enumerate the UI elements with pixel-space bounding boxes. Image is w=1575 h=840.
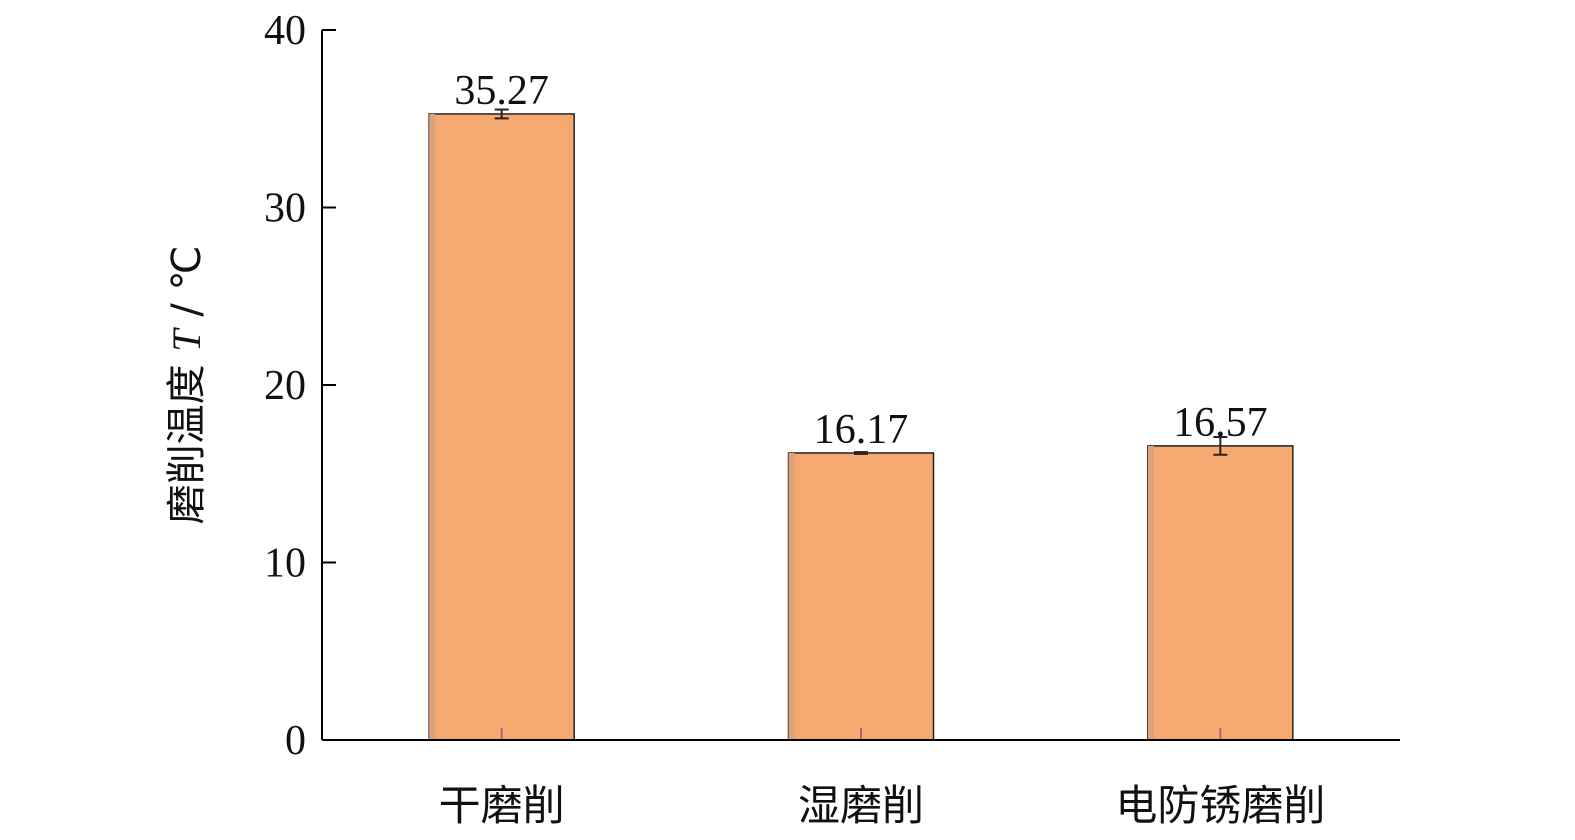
plot-area: 35.27 16.17 16.57 — [428, 68, 1294, 741]
bar — [787, 452, 935, 741]
bar — [428, 113, 575, 741]
data-label: 35.27 — [454, 68, 549, 114]
y-tick-label: 20 — [264, 363, 306, 409]
data-label: 16.57 — [1173, 400, 1268, 446]
bar-edge-shade — [788, 452, 795, 740]
bar-edge-shade — [1147, 445, 1154, 740]
x-category-labels: 干磨削 湿磨削 电防锈磨削 — [439, 781, 1326, 830]
x-category-label: 干磨削 — [439, 781, 565, 830]
x-category-label: 湿磨削 — [798, 781, 924, 830]
x-category-label: 电防锈磨削 — [1115, 781, 1325, 830]
y-axis-label: 磨削温度 T / ℃ — [164, 246, 210, 525]
bar — [1147, 445, 1294, 741]
y-tick-label: 30 — [264, 186, 306, 232]
y-axis-label-text: 磨削温度 — [164, 352, 210, 525]
y-axis-label-symbol: T — [164, 327, 209, 352]
y-axis-label-unit: / ℃ — [164, 246, 210, 330]
y-tick-label: 40 — [264, 8, 306, 54]
bar-edge-shade — [429, 113, 436, 740]
y-ticks: 0 10 20 30 40 — [264, 8, 336, 764]
y-tick-label: 0 — [285, 718, 306, 764]
data-label: 16.17 — [814, 407, 909, 453]
y-tick-label: 10 — [264, 541, 306, 587]
